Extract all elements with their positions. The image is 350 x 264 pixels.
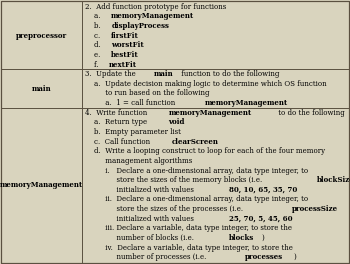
Text: 2.  Add function prototype for functions: 2. Add function prototype for functions — [85, 3, 226, 11]
Text: 4.  Write function: 4. Write function — [85, 109, 150, 117]
Text: c.: c. — [85, 32, 105, 40]
Text: ii.  Declare a one-dimensional array, data type integer, to: ii. Declare a one-dimensional array, dat… — [85, 195, 308, 203]
Text: initialized with values: initialized with values — [85, 215, 196, 223]
Text: number of blocks (i.e.: number of blocks (i.e. — [85, 234, 196, 242]
Text: ): ) — [261, 234, 264, 242]
Text: a.: a. — [85, 12, 105, 20]
Text: 3.  Update the: 3. Update the — [85, 70, 138, 78]
Text: 80, 10, 65, 35, 70: 80, 10, 65, 35, 70 — [229, 186, 297, 194]
Text: firstFit: firstFit — [111, 32, 139, 40]
Text: function to do the following: function to do the following — [179, 70, 279, 78]
Text: blocks: blocks — [229, 234, 254, 242]
Text: 25, 70, 5, 45, 60: 25, 70, 5, 45, 60 — [229, 215, 292, 223]
Text: initialized with values: initialized with values — [85, 186, 196, 194]
Text: b.  Empty parameter list: b. Empty parameter list — [85, 128, 181, 136]
Text: ): ) — [294, 253, 297, 261]
Text: processes: processes — [245, 253, 283, 261]
Text: number of processes (i.e.: number of processes (i.e. — [85, 253, 209, 261]
Text: iii. Declare a variable, data type integer, to store the: iii. Declare a variable, data type integ… — [85, 224, 292, 232]
Text: to run based on the following: to run based on the following — [85, 89, 210, 97]
Text: clearScreen: clearScreen — [172, 138, 219, 146]
Text: worstFit: worstFit — [111, 41, 144, 49]
Text: iv.  Declare a variable, data type integer, to store the: iv. Declare a variable, data type intege… — [85, 244, 293, 252]
Text: a.  Update decision making logic to determine which OS function: a. Update decision making logic to deter… — [85, 80, 327, 88]
Text: store the sizes of the memory blocks (i.e.: store the sizes of the memory blocks (i.… — [85, 176, 265, 184]
Text: bestFit: bestFit — [111, 51, 139, 59]
Text: i.   Declare a one-dimensional array, data type integer, to: i. Declare a one-dimensional array, data… — [85, 167, 308, 175]
Text: store the sizes of the processes (i.e.: store the sizes of the processes (i.e. — [85, 205, 246, 213]
Text: displayProcess: displayProcess — [111, 22, 169, 30]
Text: a.  Return type: a. Return type — [85, 118, 150, 126]
Text: memoryManagement: memoryManagement — [111, 12, 194, 20]
Text: f.: f. — [85, 61, 103, 69]
Text: to do the following: to do the following — [276, 109, 345, 117]
Text: memoryManagement: memoryManagement — [168, 109, 252, 117]
Text: e.: e. — [85, 51, 105, 59]
Text: c.  Call function: c. Call function — [85, 138, 153, 146]
Text: preprocessor: preprocessor — [15, 32, 67, 40]
Text: processSize: processSize — [292, 205, 338, 213]
Text: b.: b. — [85, 22, 105, 30]
Text: management algorithms: management algorithms — [85, 157, 192, 165]
Text: blockSize: blockSize — [317, 176, 350, 184]
Text: main: main — [31, 85, 51, 93]
Text: memoryManagement: memoryManagement — [0, 181, 83, 189]
Text: a.  1 = call function: a. 1 = call function — [85, 99, 178, 107]
Text: memoryManagement: memoryManagement — [205, 99, 288, 107]
Text: d.: d. — [85, 41, 105, 49]
Text: nextFit: nextFit — [108, 61, 137, 69]
Text: main: main — [154, 70, 173, 78]
Text: void: void — [168, 118, 185, 126]
Text: d.  Write a looping construct to loop for each of the four memory: d. Write a looping construct to loop for… — [85, 147, 326, 155]
